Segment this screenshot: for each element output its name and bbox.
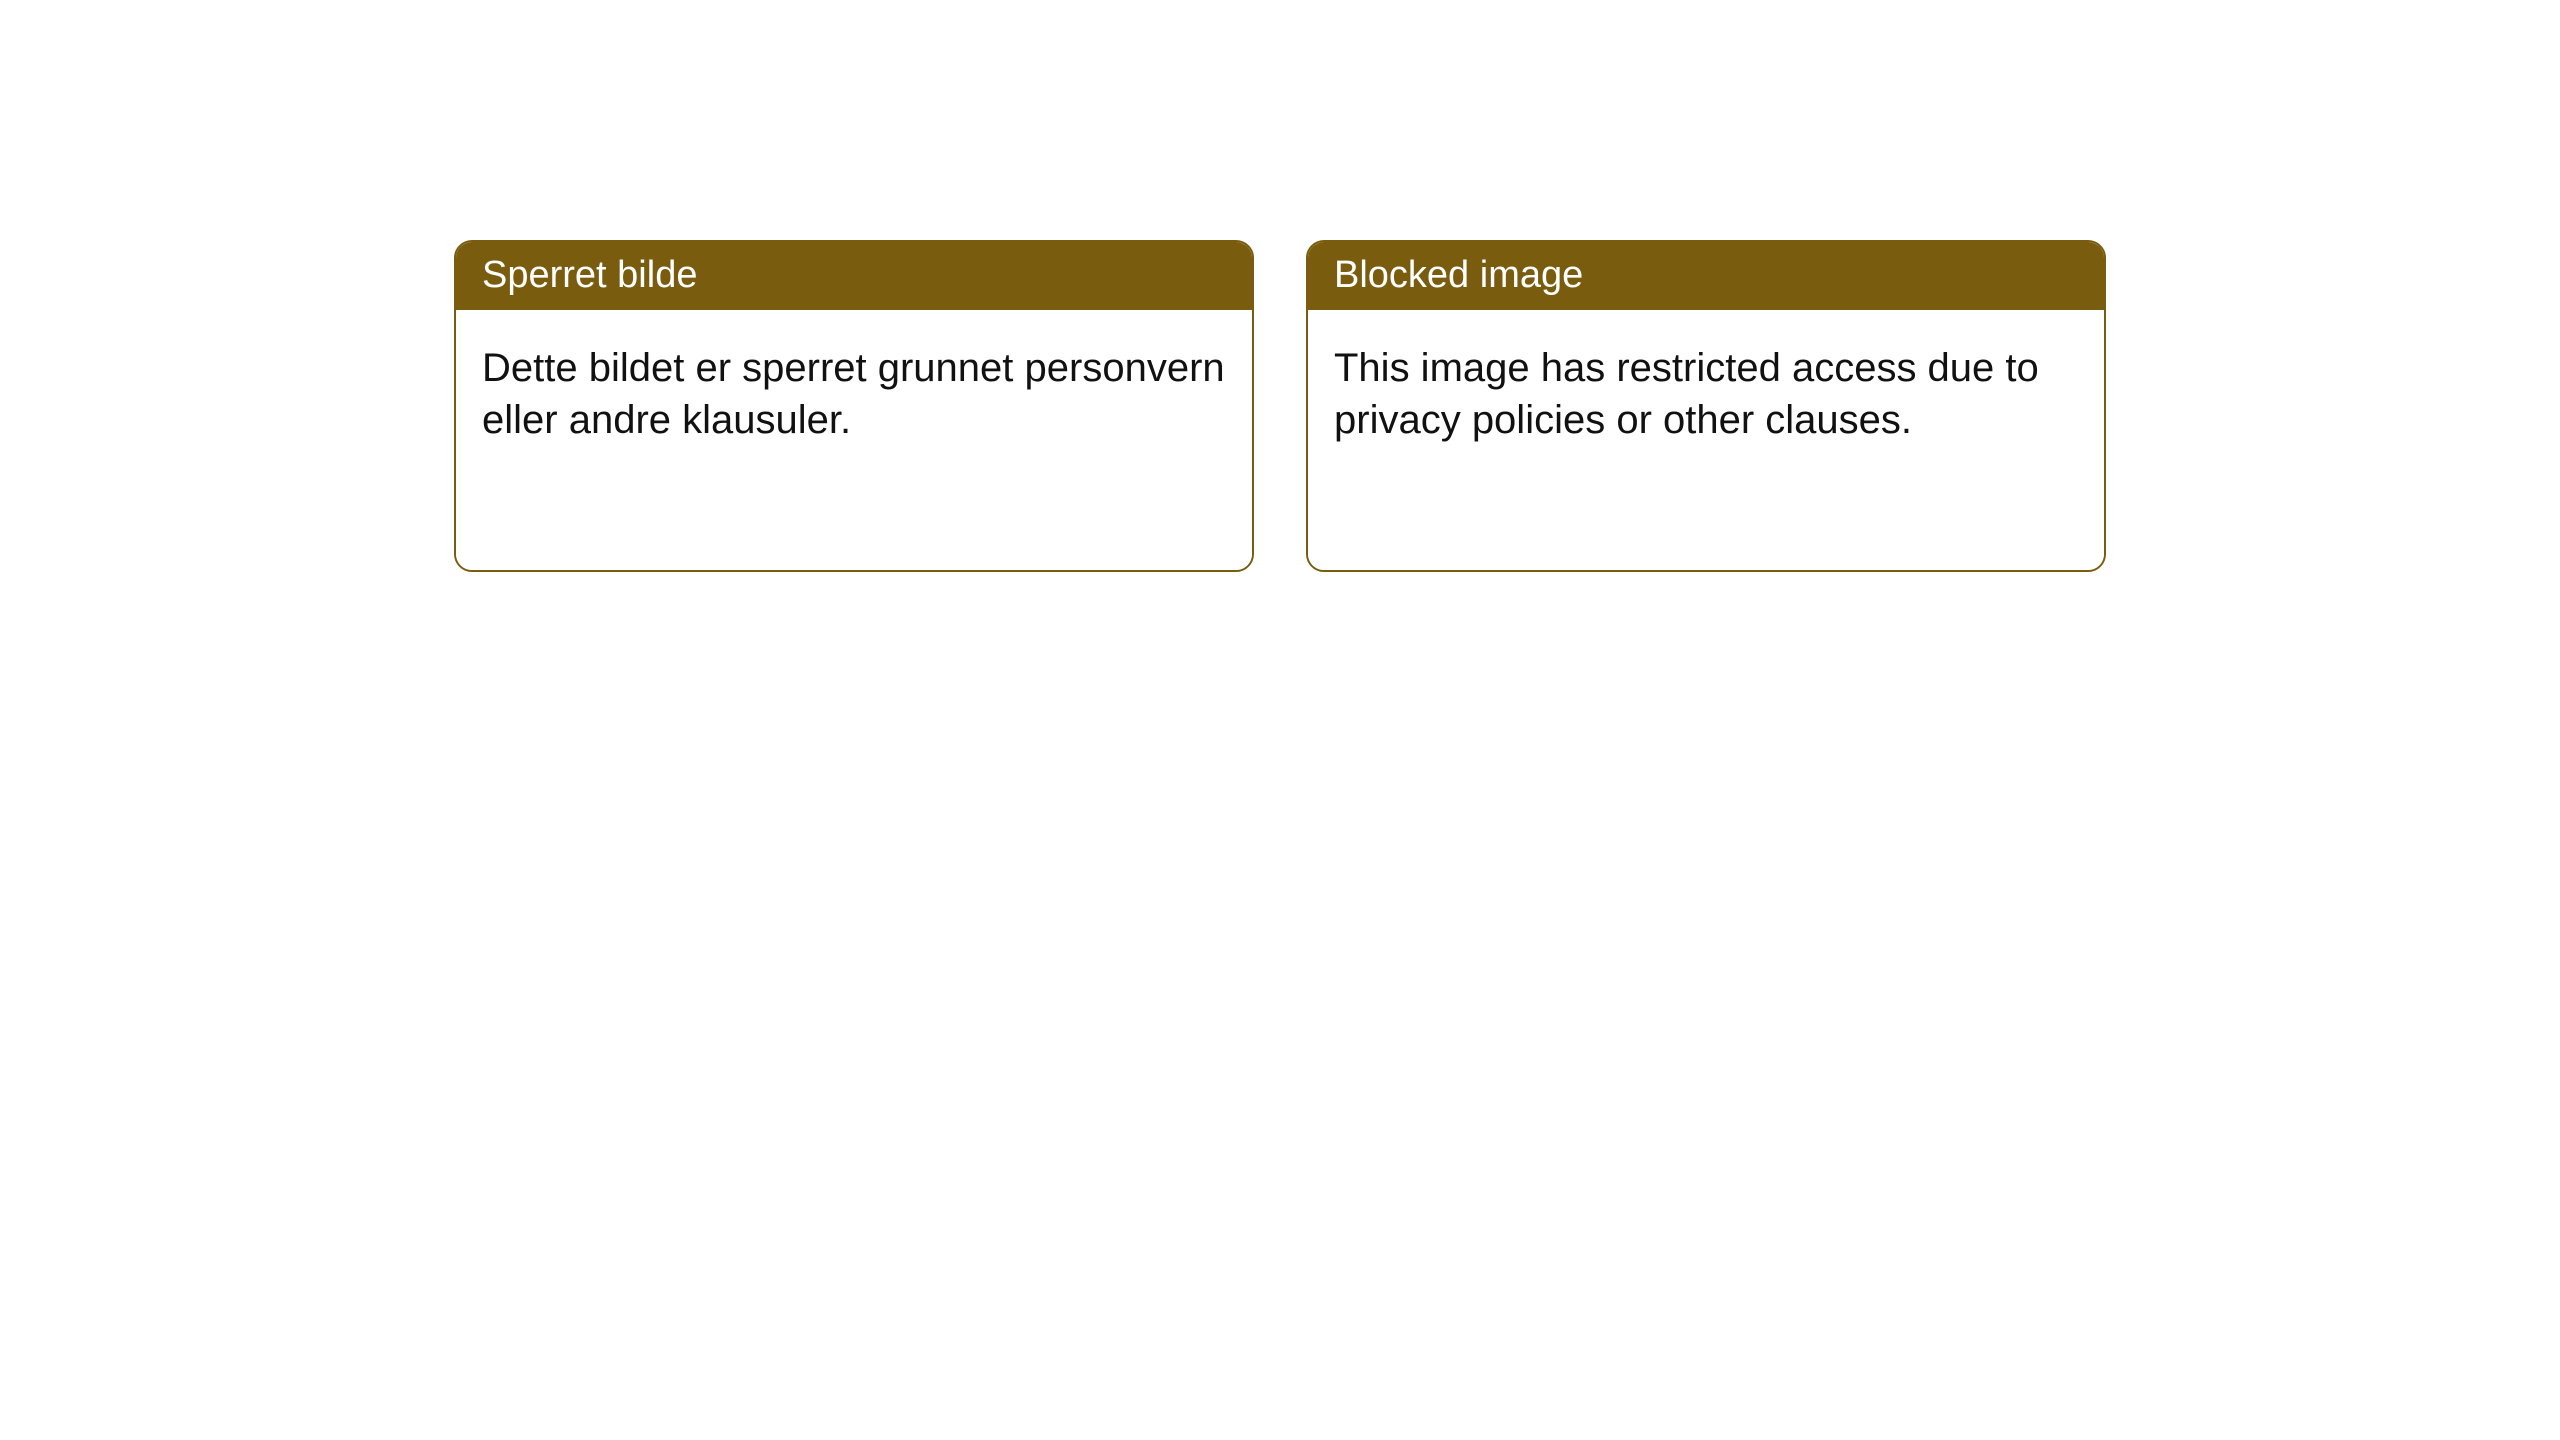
notice-card-english: Blocked image This image has restricted …	[1306, 240, 2106, 572]
notice-cards-container: Sperret bilde Dette bildet er sperret gr…	[454, 240, 2106, 572]
notice-card-norwegian: Sperret bilde Dette bildet er sperret gr…	[454, 240, 1254, 572]
card-body: This image has restricted access due to …	[1308, 310, 2104, 570]
card-body: Dette bildet er sperret grunnet personve…	[456, 310, 1252, 570]
card-header: Blocked image	[1308, 242, 2104, 310]
card-header: Sperret bilde	[456, 242, 1252, 310]
